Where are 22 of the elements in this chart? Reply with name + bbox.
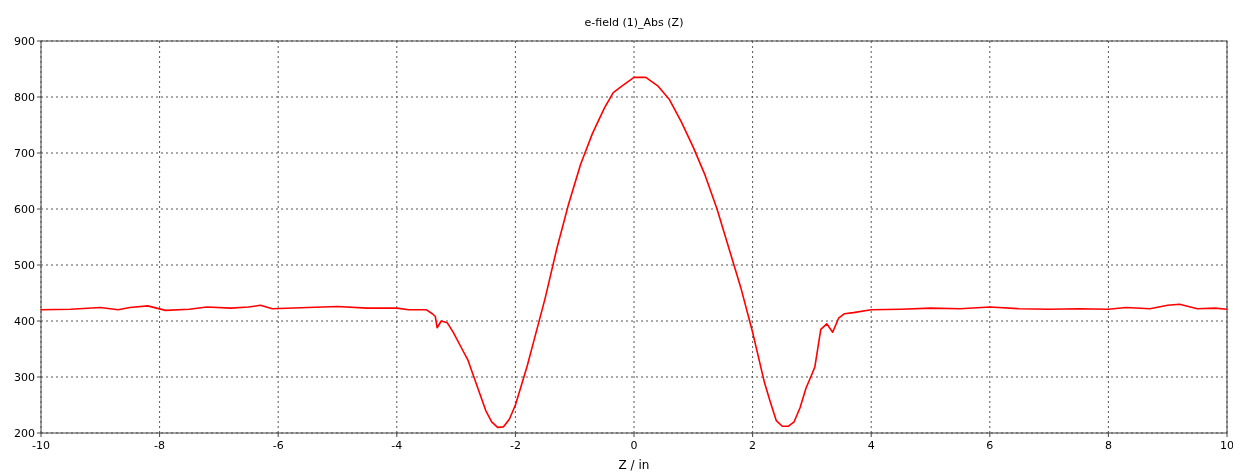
x-tick-label: -8 xyxy=(154,439,166,452)
y-tick-label: 900 xyxy=(14,35,35,48)
x-tick-label: 4 xyxy=(867,439,875,452)
y-tick-label: 800 xyxy=(14,91,35,104)
x-tick-label: -6 xyxy=(272,439,284,452)
x-tick-label: 10 xyxy=(1220,439,1234,452)
x-tick-label: -2 xyxy=(509,439,521,452)
x-axis-title: Z / in xyxy=(618,458,650,472)
y-tick-label: 400 xyxy=(14,315,35,328)
y-tick-label: 300 xyxy=(14,371,35,384)
chart-title: e-field (1)_Abs (Z) xyxy=(584,16,684,29)
y-tick-label: 200 xyxy=(14,427,35,440)
x-tick-label: 2 xyxy=(749,439,757,452)
x-tick-label: 0 xyxy=(630,439,638,452)
y-tick-label: 700 xyxy=(14,147,35,160)
y-tick-label: 500 xyxy=(14,259,35,272)
x-tick-label: 6 xyxy=(986,439,994,452)
x-tick-label: -4 xyxy=(391,439,403,452)
x-tick-label: -10 xyxy=(32,439,50,452)
line-series xyxy=(40,76,1228,429)
x-tick-label: 8 xyxy=(1104,439,1112,452)
y-tick-label: 600 xyxy=(14,203,35,216)
